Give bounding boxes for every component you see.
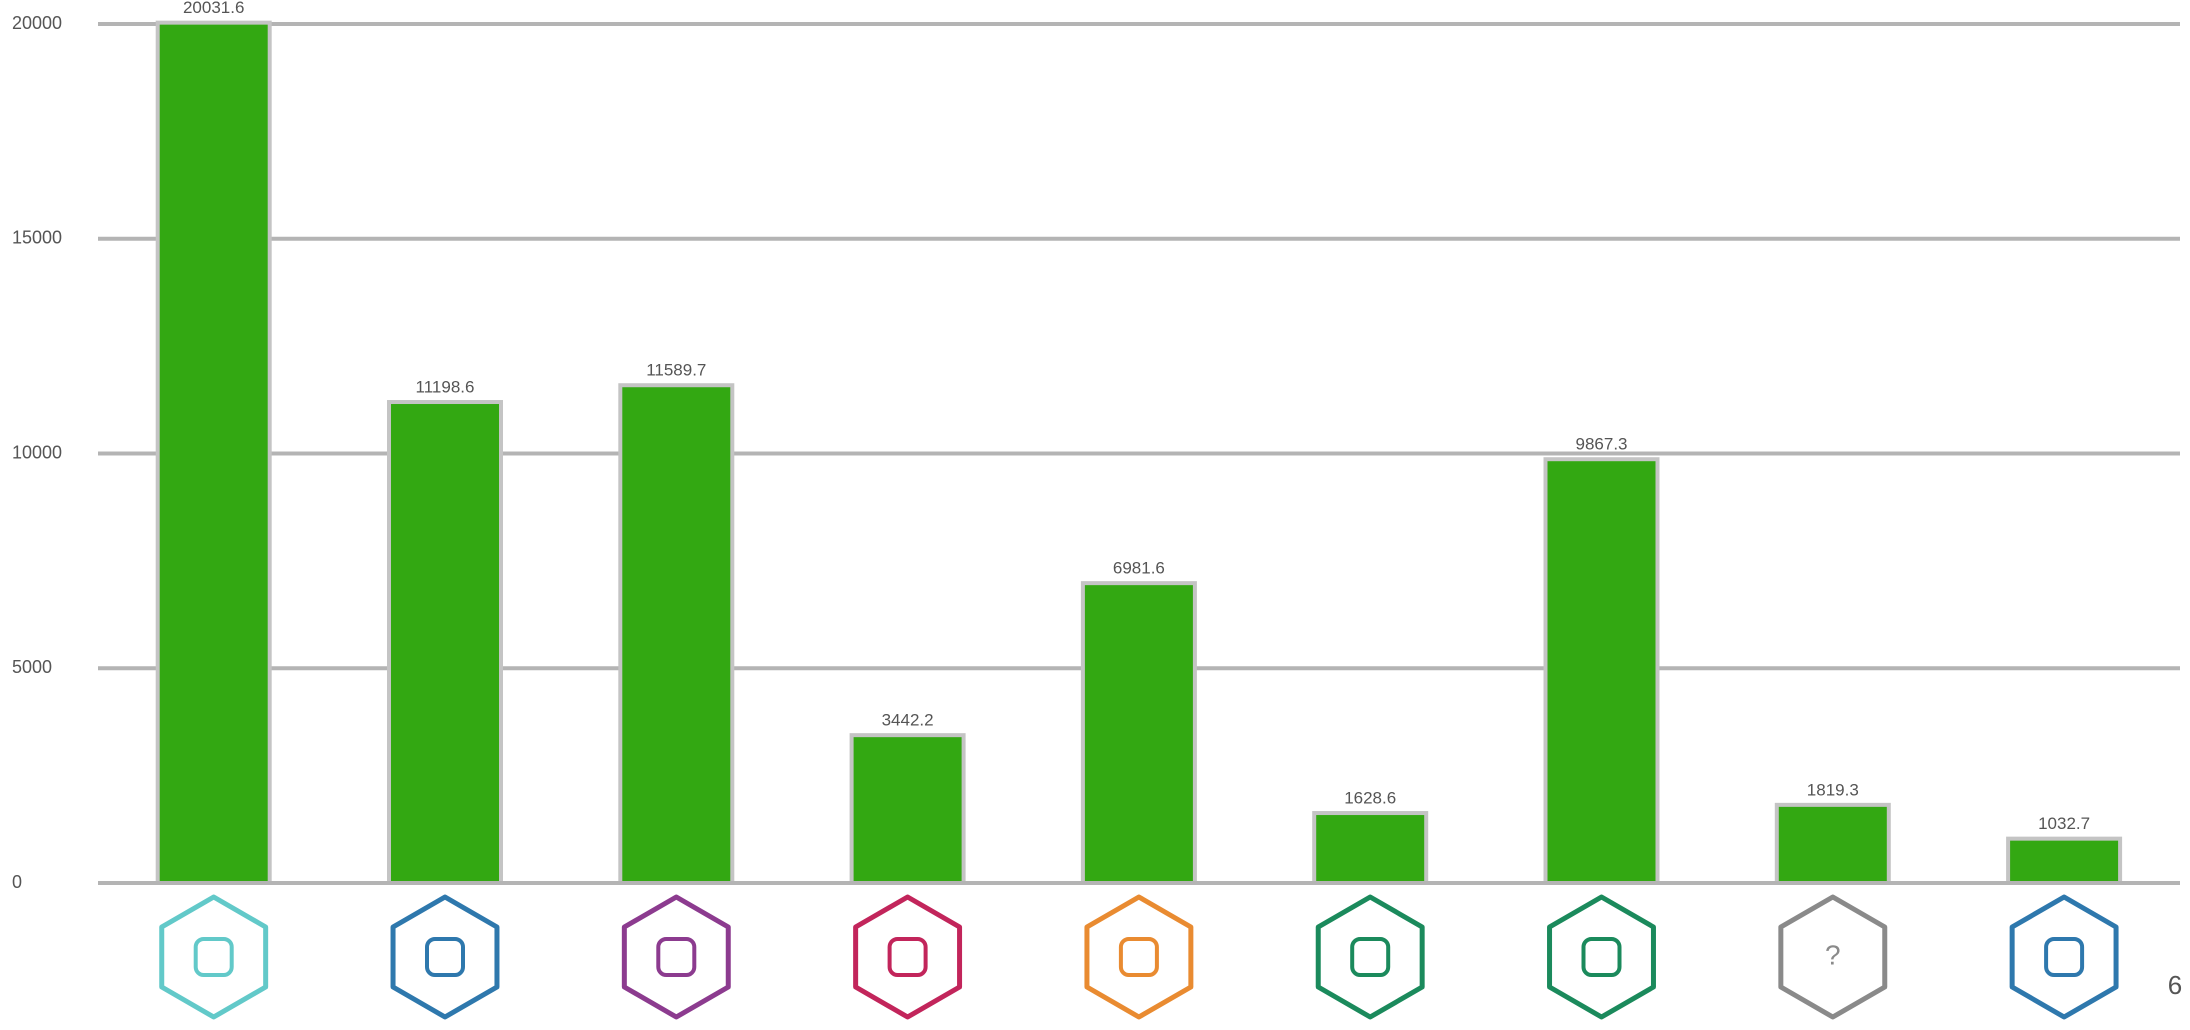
icon-glyph: [656, 937, 697, 977]
bar: [387, 400, 503, 885]
icon-glyph: [887, 937, 928, 977]
category-icon: [853, 894, 963, 1020]
bar: [849, 733, 966, 886]
icon-glyph: [1118, 937, 1159, 977]
category-icon: [2009, 894, 2119, 1020]
bar: [1543, 457, 1660, 885]
value-label: 9867.3: [1576, 435, 1628, 454]
y-tick-label: 20000: [12, 13, 62, 33]
value-label: 1032.7: [2038, 814, 2090, 833]
icon-glyph: [1350, 937, 1391, 977]
page-number: 6: [2168, 970, 2182, 1000]
y-tick-label: 5000: [12, 657, 52, 677]
icon-glyph: [1581, 937, 1622, 977]
category-icon: [390, 894, 500, 1020]
category-icon: [1084, 894, 1194, 1020]
category-icon: [1547, 894, 1656, 1020]
y-tick-label: 10000: [12, 442, 62, 462]
bar: [2006, 836, 2123, 885]
bar: [1774, 802, 1891, 886]
y-tick-label: 0: [12, 872, 22, 892]
value-label: 20031.6: [183, 0, 244, 17]
icon-glyph: [193, 937, 234, 977]
bar: [1312, 811, 1429, 886]
value-label: 11589.7: [646, 361, 706, 380]
category-icon: [159, 894, 269, 1020]
value-label: 1628.6: [1344, 789, 1396, 808]
bar: [618, 383, 735, 885]
category-icon: [621, 894, 731, 1020]
value-label: 3442.2: [882, 711, 934, 730]
y-tick-label: 15000: [12, 228, 62, 248]
icon-glyph: [425, 937, 465, 977]
value-label: 6981.6: [1113, 559, 1165, 578]
category-icon: [1315, 894, 1425, 1020]
bar: [1080, 581, 1197, 885]
icon-glyph: [2044, 937, 2085, 977]
value-label: 1819.3: [1807, 780, 1859, 799]
x-tick-label: ?: [1825, 939, 1841, 970]
value-label: 11198.6: [416, 378, 475, 397]
bar: [155, 20, 272, 886]
category-icon: [1778, 894, 1888, 1020]
